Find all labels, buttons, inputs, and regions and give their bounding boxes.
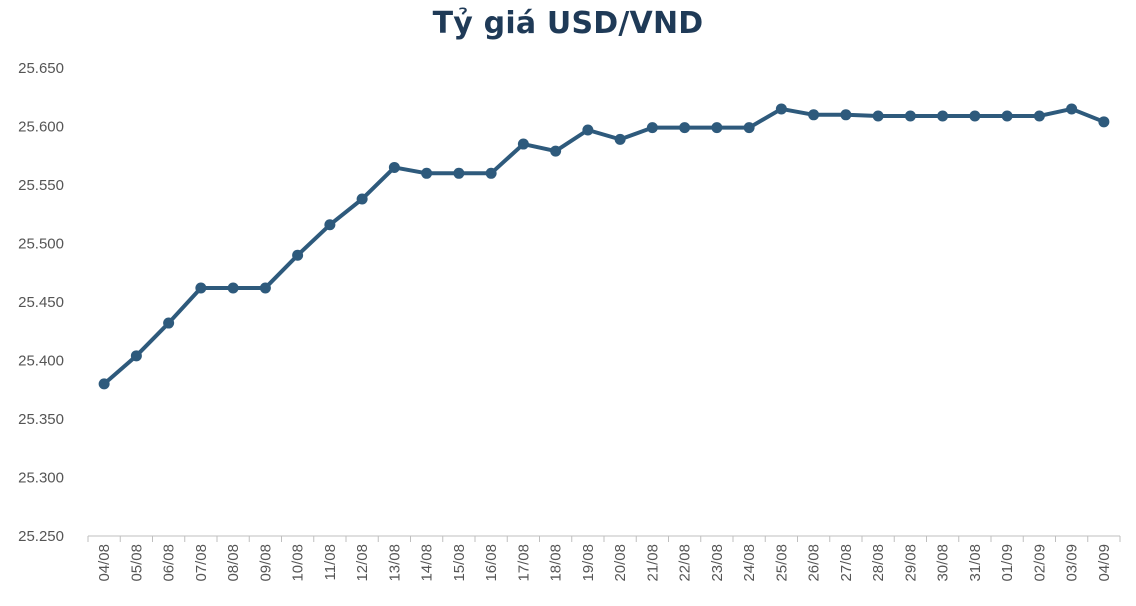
data-point [356, 193, 368, 205]
data-point [227, 282, 239, 294]
x-tick-label: 11/08 [322, 544, 339, 580]
y-axis: 25.250 25.300 25.350 25.400 25.450 25.500 25.5… [18, 60, 64, 545]
x-axis: 04/08 05/08 06/08 07/08 08/08 09/08 10/08 11/08… [87, 535, 1121, 582]
data-point [324, 219, 336, 231]
data-point [163, 317, 175, 329]
y-tick-label: 25.300 [18, 470, 64, 487]
x-tick-label: 16/08 [483, 544, 500, 582]
data-point [646, 122, 658, 134]
x-tick-label: 24/08 [741, 544, 758, 582]
y-tick-label: 25.650 [18, 60, 64, 77]
data-point [517, 138, 529, 150]
x-tick-label: 26/08 [806, 544, 823, 582]
y-tick-label: 25.350 [18, 411, 64, 428]
series-line [102, 106, 1106, 386]
data-point [808, 109, 820, 121]
data-point [1033, 110, 1045, 122]
x-tick-label: 31/08 [967, 544, 984, 582]
data-point [485, 167, 497, 179]
data-point [453, 167, 465, 179]
data-point [937, 110, 949, 122]
data-point [550, 145, 562, 157]
data-point [711, 122, 723, 134]
data-point [195, 282, 207, 294]
x-tick-label: 15/08 [451, 544, 468, 582]
x-tick-label: 03/09 [1064, 544, 1081, 582]
y-tick-label: 25.400 [18, 353, 64, 370]
data-point [130, 350, 142, 362]
data-point [1066, 103, 1078, 115]
x-tick-label: 28/08 [870, 544, 887, 582]
x-tick-label: 25/08 [773, 544, 790, 582]
y-tick-label: 25.450 [18, 294, 64, 311]
data-point [679, 122, 691, 134]
x-tick-label: 27/08 [838, 544, 855, 582]
x-tick-label: 19/08 [580, 544, 597, 582]
x-tick-label: 04/08 [96, 544, 113, 582]
x-tick-label: 21/08 [644, 544, 661, 582]
data-point [98, 378, 110, 390]
x-tick-label: 10/08 [290, 544, 307, 582]
data-point [743, 122, 755, 134]
x-tick-label: 09/08 [257, 544, 274, 582]
x-tick-label: 29/08 [902, 544, 919, 582]
x-tick-label: 08/08 [225, 544, 242, 582]
data-point [904, 110, 916, 122]
x-tick-label: 18/08 [548, 544, 565, 582]
data-point [969, 110, 981, 122]
x-tick-label: 13/08 [386, 544, 403, 582]
data-point [388, 161, 400, 173]
x-tick-label: 01/09 [999, 544, 1016, 582]
x-tick-label: 20/08 [612, 544, 629, 582]
x-tick-label: 05/08 [128, 544, 145, 582]
y-tick-label: 25.600 [18, 119, 64, 136]
y-tick-label: 25.550 [18, 177, 64, 194]
x-tick-label: 17/08 [515, 544, 532, 582]
data-point [872, 110, 884, 122]
x-tick-label: 12/08 [354, 544, 371, 582]
y-tick-label: 25.500 [18, 236, 64, 253]
data-point [292, 249, 304, 261]
data-point [775, 103, 787, 115]
y-tick-label: 25.250 [18, 528, 64, 545]
data-point [421, 167, 433, 179]
x-tick-label: 06/08 [161, 544, 178, 582]
x-tick-label: 22/08 [677, 544, 694, 582]
x-tick-label: 02/09 [1031, 544, 1048, 582]
chart-title: Tỷ giá USD/VND [432, 6, 704, 41]
data-point [259, 282, 271, 294]
data-point [582, 124, 594, 136]
data-point [614, 133, 626, 145]
series-group [98, 103, 1110, 390]
x-tick-label: 14/08 [419, 544, 436, 582]
x-tick-label: 04/09 [1096, 544, 1113, 582]
data-point [840, 109, 852, 121]
data-point [1001, 110, 1013, 122]
x-tick-label: 07/08 [193, 544, 210, 582]
x-tick-label: 23/08 [709, 544, 726, 582]
data-point [1098, 116, 1110, 128]
x-tick-label: 30/08 [935, 544, 952, 582]
